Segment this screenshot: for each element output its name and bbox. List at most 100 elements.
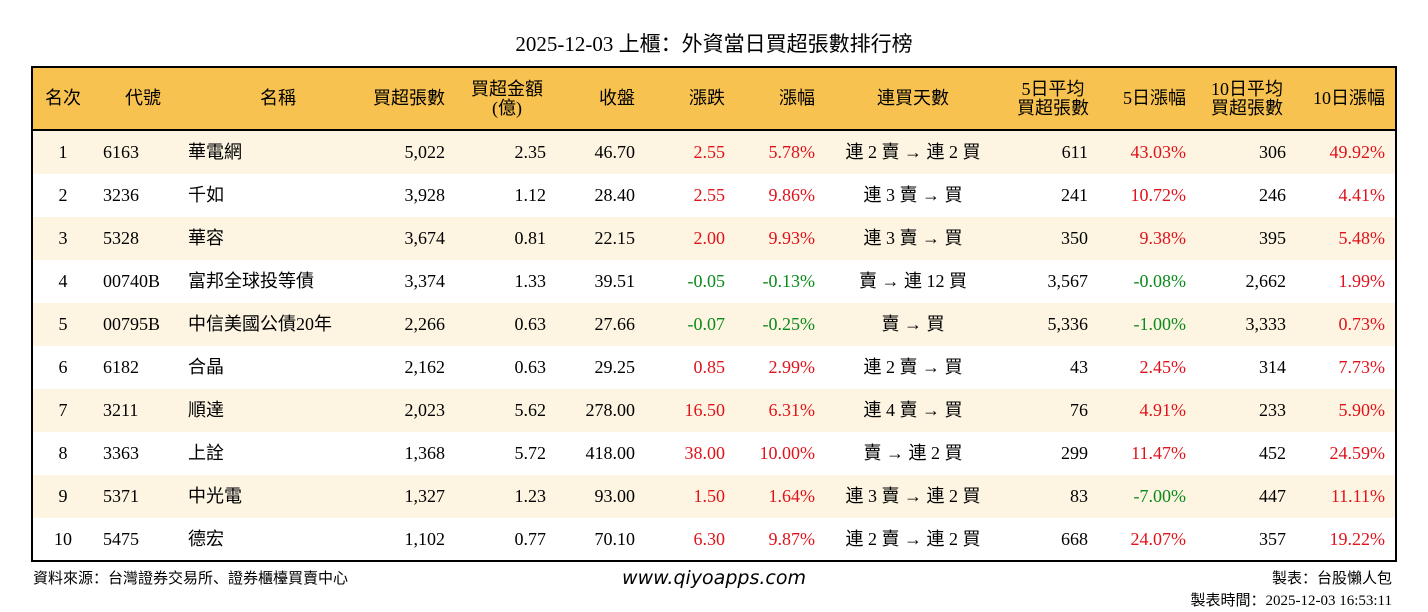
cell-avg5-lots: 5,336 (1047, 314, 1089, 335)
cell-pct5: 10.72% (1130, 185, 1187, 206)
ranking-table: 名次 代號 名稱 買超張數 買超金額 (億) 收盤 漲跌 漲幅 連買天數 5日平均 買超張數 5日漲… (31, 66, 1397, 562)
cell-consecutive-days: 連 3 賣 → 買 (863, 228, 963, 249)
cell-net-buy-amount: 1.23 (514, 486, 547, 507)
cell-pct10: 5.48% (1338, 228, 1386, 249)
cell-close: 28.40 (594, 185, 636, 206)
table-row: 10 5475 德宏 1,102 0.77 70.10 6.30 9.87% 連 2 賣 → 連… (33, 518, 1395, 561)
cell-name: 中信美國公債20年 (188, 314, 332, 335)
cell-avg5-lots: 668 (1061, 529, 1088, 550)
cell-name: 千如 (188, 185, 224, 206)
cell-net-buy-amount: 0.63 (514, 314, 547, 335)
cell-net-buy-lots: 1,102 (404, 529, 446, 550)
cell-net-buy-lots: 3,374 (404, 271, 446, 292)
cell-change: 0.85 (693, 357, 726, 378)
table-row: 9 5371 中光電 1,327 1.23 93.00 1.50 1.64% 連 3 賣 → 連… (33, 475, 1395, 518)
cell-net-buy-lots: 2,023 (404, 400, 446, 421)
cell-name: 華容 (188, 228, 224, 249)
cell-consecutive-days: 賣 → 買 (881, 314, 945, 335)
cell-rank: 5 (58, 314, 68, 335)
cell-avg10-lots: 452 (1259, 443, 1286, 464)
cell-avg5-lots: 241 (1061, 185, 1088, 206)
cell-close: 29.25 (594, 357, 636, 378)
cell-net-buy-amount: 2.35 (514, 142, 547, 163)
cell-avg10-lots: 246 (1259, 185, 1286, 206)
cell-pct5: -1.00% (1133, 314, 1187, 335)
table-row: 2 3236 千如 3,928 1.12 28.40 2.55 9.86% 連 3 賣 → 買 2… (33, 174, 1395, 217)
header-pct10: 10日漲幅 (1313, 88, 1385, 109)
cell-code: 00740B (103, 271, 161, 292)
cell-change: -0.05 (687, 271, 726, 292)
cell-net-buy-amount: 1.12 (514, 185, 547, 206)
header-avg10-lots: 10日平均 買超張數 (1211, 78, 1283, 118)
cell-close: 46.70 (594, 142, 636, 163)
cell-rank: 9 (58, 486, 68, 507)
cell-change-pct: 9.87% (768, 529, 816, 550)
header-avg5-lots: 5日平均 買超張數 (1017, 78, 1089, 118)
cell-change-pct: 5.78% (768, 142, 816, 163)
cell-avg10-lots: 314 (1259, 357, 1286, 378)
website-link[interactable]: www.qiyoapps.com (622, 567, 806, 589)
table-row: 1 6163 華電網 5,022 2.35 46.70 2.55 5.78% 連 2 賣 → 連… (33, 131, 1395, 174)
cell-pct5: 11.47% (1131, 443, 1186, 464)
cell-avg5-lots: 43 (1070, 357, 1088, 378)
header-pct5: 5日漲幅 (1123, 88, 1186, 109)
header-name: 名稱 (260, 88, 296, 109)
cell-close: 93.00 (594, 486, 636, 507)
table-row: 7 3211 順達 2,023 5.62 278.00 16.50 6.31% 連 4 賣 → … (33, 389, 1395, 432)
cell-name: 順達 (188, 400, 224, 421)
cell-consecutive-days: 連 3 賣 → 買 (863, 185, 963, 206)
cell-consecutive-days: 賣 → 連 2 買 (863, 443, 963, 464)
table-row: 3 5328 華容 3,674 0.81 22.15 2.00 9.93% 連 3 賣 → 買 3… (33, 217, 1395, 260)
cell-avg5-lots: 299 (1061, 443, 1088, 464)
cell-pct10: 0.73% (1338, 314, 1386, 335)
cell-change-pct: 9.86% (768, 185, 816, 206)
cell-pct5: 4.91% (1139, 400, 1187, 421)
cell-avg5-lots: 83 (1070, 486, 1088, 507)
cell-change: -0.07 (687, 314, 726, 335)
header-close: 收盤 (599, 88, 635, 109)
table-row: 5 00795B 中信美國公債20年 2,266 0.63 27.66 -0.07 -0.25… (33, 303, 1395, 346)
cell-rank: 8 (58, 443, 68, 464)
cell-rank: 4 (58, 271, 68, 292)
header-net-buy-lots: 買超張數 (373, 88, 445, 109)
cell-rank: 10 (54, 529, 72, 550)
cell-change-pct: 2.99% (768, 357, 816, 378)
table-row: 4 00740B 富邦全球投等債 3,374 1.33 39.51 -0.05 -0.13% 賣… (33, 260, 1395, 303)
cell-avg10-lots: 357 (1259, 529, 1286, 550)
cell-code: 5371 (103, 486, 139, 507)
cell-name: 上詮 (188, 443, 224, 464)
cell-close: 278.00 (585, 400, 636, 421)
cell-consecutive-days: 連 3 賣 → 連 2 買 (845, 486, 981, 507)
cell-avg10-lots: 395 (1259, 228, 1286, 249)
cell-change-pct: -0.13% (762, 271, 816, 292)
cell-net-buy-lots: 2,162 (404, 357, 446, 378)
cell-consecutive-days: 連 4 賣 → 買 (863, 400, 963, 421)
cell-net-buy-lots: 1,368 (404, 443, 446, 464)
header-change: 漲跌 (689, 88, 725, 109)
maker: 製表：台股懶人包 (1271, 571, 1392, 587)
cell-net-buy-lots: 3,928 (404, 185, 446, 206)
cell-net-buy-lots: 3,674 (404, 228, 446, 249)
cell-name: 富邦全球投等債 (188, 271, 314, 292)
cell-change: 2.55 (693, 142, 726, 163)
cell-change-pct: 9.93% (768, 228, 816, 249)
cell-change-pct: 1.64% (768, 486, 816, 507)
cell-code: 3363 (103, 443, 139, 464)
generated-time: 製表時間：2025-12-03 16:53:11 (1190, 593, 1392, 609)
cell-avg5-lots: 76 (1070, 400, 1088, 421)
cell-net-buy-amount: 0.63 (514, 357, 547, 378)
cell-net-buy-amount: 5.62 (514, 400, 547, 421)
cell-avg10-lots: 447 (1259, 486, 1286, 507)
cell-change: 1.50 (693, 486, 726, 507)
cell-pct10: 1.99% (1338, 271, 1386, 292)
table-row: 8 3363 上詮 1,368 5.72 418.00 38.00 10.00% 賣 → 連 2… (33, 432, 1395, 475)
cell-avg10-lots: 233 (1259, 400, 1286, 421)
cell-avg5-lots: 3,567 (1047, 271, 1089, 292)
header-code: 代號 (125, 88, 161, 109)
cell-avg5-lots: 350 (1061, 228, 1088, 249)
cell-net-buy-lots: 5,022 (404, 142, 446, 163)
cell-close: 70.10 (594, 529, 636, 550)
cell-change-pct: 6.31% (768, 400, 816, 421)
cell-net-buy-amount: 1.33 (514, 271, 547, 292)
header-net-buy-amount: 買超金額 (億) (471, 78, 543, 118)
